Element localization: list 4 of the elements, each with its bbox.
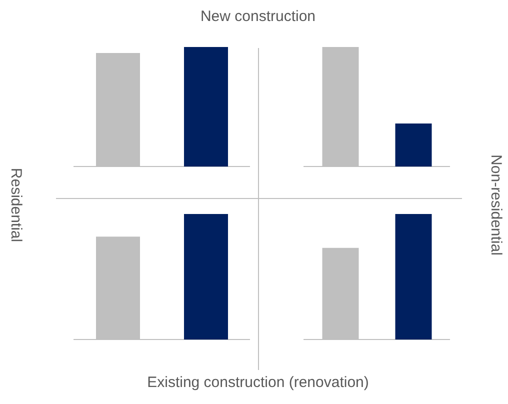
text: Existing construction (renovation): [147, 374, 369, 391]
text: Residential: [8, 168, 24, 242]
text: Non-residential: [488, 154, 504, 256]
text: New construction: [200, 8, 316, 25]
